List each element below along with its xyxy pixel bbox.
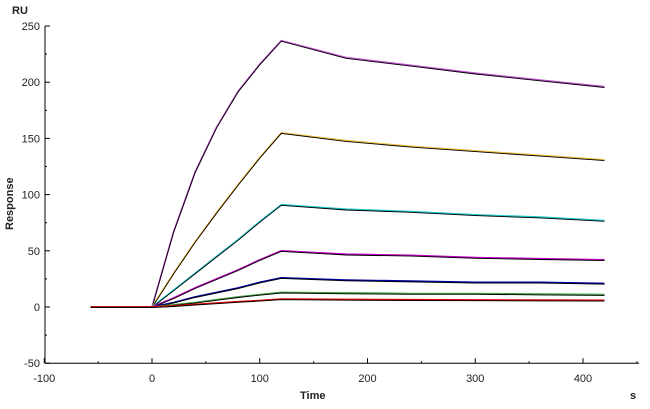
y-tick-label: -50	[24, 358, 40, 370]
y-tick-label: 100	[22, 190, 40, 202]
x-unit-label: s	[630, 390, 636, 402]
y-unit-label: RU	[12, 5, 28, 17]
x-tick-label: 300	[466, 373, 484, 385]
x-tick-label: 400	[574, 373, 592, 385]
series-lines	[90, 39, 605, 309]
series-data-line-6	[90, 291, 605, 308]
y-tick-label: 150	[22, 133, 40, 145]
series-fit-line-3	[90, 204, 605, 309]
series-data-line-3	[90, 203, 605, 308]
series-fit-line-2	[90, 132, 605, 309]
x-tick-label: 200	[358, 373, 376, 385]
y-tick-label: 200	[22, 77, 40, 89]
series-data-line-4	[90, 249, 605, 308]
x-tick-label: -100	[33, 373, 55, 385]
series-fit-line-4	[90, 250, 605, 309]
x-axis-title: Time	[300, 390, 325, 402]
y-tick-label: 50	[28, 246, 40, 258]
x-tick-label: 0	[149, 373, 155, 385]
series-fit-line-1	[90, 40, 605, 309]
series-data-line-1	[90, 39, 605, 308]
y-tick-label: 0	[34, 302, 40, 314]
series-fit-line-5	[90, 277, 605, 309]
series-data-line-5	[90, 276, 605, 308]
axes: -100 0 100 200 300 400 -50 0 50 100 150 200 250	[22, 21, 639, 385]
series-fit-line-7	[90, 299, 605, 309]
y-tick-label: 250	[22, 21, 40, 33]
series-data-line-7	[90, 298, 605, 308]
y-axis-title: Response	[4, 177, 16, 230]
x-tick-label: 100	[251, 373, 269, 385]
